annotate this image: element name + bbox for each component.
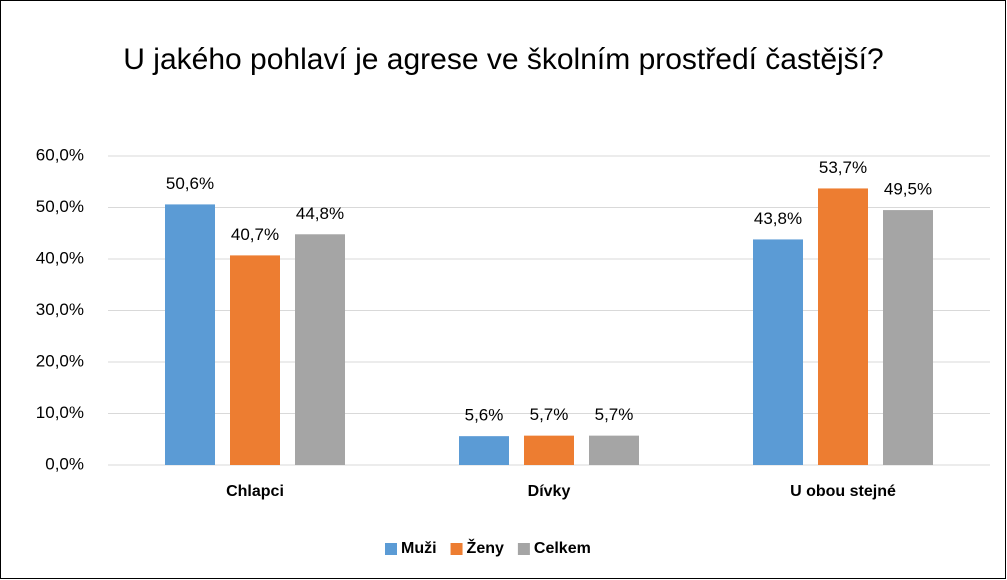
y-tick-label: 60,0% (36, 145, 84, 164)
bar (459, 436, 509, 465)
x-tick-label: Dívky (528, 483, 571, 500)
y-tick-label: 50,0% (36, 197, 84, 216)
y-tick-label: 10,0% (36, 403, 84, 422)
bar (753, 239, 803, 465)
data-label: 50,6% (166, 174, 214, 193)
bar (818, 188, 868, 465)
legend-swatch (517, 543, 530, 555)
bar (230, 255, 280, 465)
y-tick-label: 0,0% (45, 454, 84, 473)
bar (589, 435, 639, 465)
data-label: 43,8% (754, 209, 802, 228)
x-tick-label: U obou stejné (790, 483, 896, 500)
bar (165, 204, 215, 465)
data-label: 44,8% (296, 204, 344, 223)
data-label: 40,7% (231, 225, 279, 244)
chart-title: U jakého pohlaví je agrese ve školním pr… (123, 43, 884, 76)
y-tick-label: 30,0% (36, 300, 84, 319)
legend-swatch (385, 543, 397, 555)
legend-swatch (450, 543, 463, 555)
bar (883, 210, 933, 465)
data-label: 49,5% (884, 180, 932, 199)
legend-label: Muži (401, 540, 437, 557)
data-label: 5,6% (465, 406, 504, 425)
data-label: 5,7% (530, 405, 569, 424)
x-tick-label: Chlapci (226, 483, 284, 500)
y-tick-label: 20,0% (36, 351, 84, 370)
y-tick-label: 40,0% (36, 248, 84, 267)
legend-label: Ženy (467, 538, 504, 557)
legend-label: Celkem (534, 540, 591, 557)
data-label: 5,7% (595, 405, 634, 424)
bar (524, 435, 574, 465)
data-label: 53,7% (819, 158, 867, 177)
bar (295, 234, 345, 465)
